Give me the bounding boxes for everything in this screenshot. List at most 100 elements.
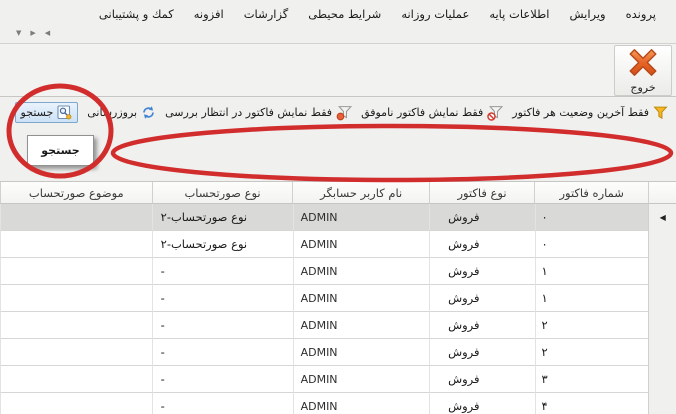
cell-accountant-user[interactable]: ADMIN (292, 393, 430, 414)
header-bill-subject[interactable]: موضوع صورتحساب (0, 182, 152, 204)
cell-bill-subject[interactable] (0, 366, 152, 393)
cell-bill-type[interactable]: - (151, 285, 293, 312)
menu-item[interactable]: عملیات روزانه (401, 7, 470, 21)
row-selector-cell (648, 312, 676, 339)
search-icon (57, 105, 72, 120)
cell-invoice-type[interactable]: فروش (429, 393, 535, 414)
cell-bill-subject[interactable] (0, 285, 152, 312)
filter-pending-only-label: فقط نمایش فاكتور در انتظار بررسی (165, 106, 333, 119)
cell-invoice-type[interactable]: فروش (429, 312, 535, 339)
filter-dot-icon (336, 105, 353, 120)
cell-bill-type[interactable]: - (151, 312, 293, 339)
cell-invoice-type[interactable]: فروش (429, 285, 535, 312)
menu-item[interactable]: شرایط محیطی (308, 7, 382, 21)
cell-bill-subject[interactable] (0, 312, 152, 339)
row-selector-cell (648, 366, 676, 393)
refresh-button[interactable]: بروزرسانی (87, 105, 156, 120)
exit-label: خروج (630, 81, 656, 94)
cell-bill-subject[interactable] (0, 258, 152, 285)
cell-invoice-number[interactable]: ۴ (534, 393, 649, 414)
menu-item[interactable]: اطلاعات پایه (489, 7, 550, 21)
filter-failed-only-button[interactable]: فقط نمایش فاكتور ناموفق (361, 105, 504, 121)
cell-accountant-user[interactable]: ADMIN (292, 339, 430, 366)
cell-invoice-number[interactable]: ۱ (534, 285, 649, 312)
main-toolbar: خروج (0, 44, 676, 97)
menu-item[interactable]: گزارشات (243, 7, 289, 21)
filter-ban-icon (487, 105, 504, 121)
cell-bill-subject[interactable] (0, 393, 152, 414)
row-selector-cell (648, 339, 676, 366)
cell-bill-type[interactable]: - (151, 366, 293, 393)
cell-bill-type[interactable]: - (151, 258, 293, 285)
menu-item[interactable]: افزونه (193, 7, 224, 21)
cell-accountant-user[interactable]: ADMIN (292, 366, 430, 393)
filter-pending-only-button[interactable]: فقط نمایش فاكتور در انتظار بررسی (165, 105, 353, 121)
filter-latest-status-label: فقط آخرین وضعیت هر فاكتور (512, 106, 649, 119)
row-selector-arrow: ◀ (659, 213, 666, 222)
menu-item[interactable]: ویرایش (569, 7, 606, 21)
cell-invoice-number[interactable]: ۲ (534, 339, 649, 366)
header-invoice-number[interactable]: شماره فاكتور (534, 182, 649, 204)
cell-accountant-user[interactable]: ADMIN (292, 285, 430, 312)
search-tooltip: جستجو (27, 135, 94, 166)
nav-dropdown-icon[interactable]: ▼ (16, 29, 22, 37)
menu-item[interactable]: پرونده (625, 7, 656, 21)
cell-invoice-number[interactable]: ۰ (534, 204, 649, 231)
search-strip: × ▼ جستجو (0, 127, 676, 294)
table-body: ◀ ۰ فروش ADMIN نوع صورتحساب-۲ ۰ فروش ADM… (0, 204, 676, 414)
cell-accountant-user[interactable]: ADMIN (292, 204, 430, 231)
row-selector-cell (648, 231, 676, 258)
refresh-icon (143, 106, 154, 119)
menu-bar: پرونده ویرایش اطلاعات پایه عملیات روزانه… (0, 0, 676, 28)
cell-accountant-user[interactable]: ADMIN (292, 312, 430, 339)
toolbar-search-button[interactable]: جستجو (14, 102, 79, 123)
table-row[interactable]: ۲ فروش ADMIN - (0, 339, 676, 366)
table-row[interactable]: ۴ فروش ADMIN - (0, 393, 676, 414)
cell-invoice-type[interactable]: فروش (429, 366, 535, 393)
cell-accountant-user[interactable]: ADMIN (292, 258, 430, 285)
cell-bill-type[interactable]: نوع صورتحساب-۲ (151, 231, 293, 258)
cell-invoice-type[interactable]: فروش (429, 339, 535, 366)
cell-bill-subject[interactable] (0, 339, 152, 366)
filter-failed-only-label: فقط نمایش فاكتور ناموفق (361, 106, 484, 119)
nav-back-icon[interactable]: ◀ (44, 29, 51, 37)
header-bill-type[interactable]: نوع صورتحساب (151, 182, 293, 204)
cell-invoice-type[interactable]: فروش (429, 258, 535, 285)
table-row[interactable]: ۰ فروش ADMIN نوع صورتحساب-۲ (0, 231, 676, 258)
filter-toolbar: فقط آخرین وضعیت هر فاكتور فقط نمایش فاكت… (0, 96, 676, 128)
toolbar-search-label: جستجو (20, 106, 54, 119)
row-selector-cell: ◀ (648, 204, 676, 231)
cell-invoice-number[interactable]: ۰ (534, 231, 649, 258)
row-selector-cell (648, 285, 676, 312)
cell-bill-subject[interactable] (0, 204, 152, 231)
cell-invoice-number[interactable]: ۳ (534, 366, 649, 393)
table-row[interactable]: ۲ فروش ADMIN - (0, 312, 676, 339)
cell-invoice-number[interactable]: ۱ (534, 258, 649, 285)
toolstrip-nav: ◀ ▶ ▼ (0, 28, 676, 44)
table-row[interactable]: ۳ فروش ADMIN - (0, 366, 676, 393)
exit-button[interactable]: خروج (614, 45, 672, 96)
menu-item[interactable]: كمك و پشتیبانی (98, 7, 174, 21)
filter-latest-status-button[interactable]: فقط آخرین وضعیت هر فاكتور (512, 105, 668, 120)
header-invoice-type[interactable]: نوع فاكتور (428, 182, 535, 204)
cell-bill-type[interactable]: - (151, 393, 293, 414)
filter-gold-icon (653, 106, 668, 120)
cell-invoice-number[interactable]: ۲ (534, 312, 649, 339)
nav-forward-icon[interactable]: ▶ (30, 29, 36, 37)
row-selector-cell (648, 258, 676, 285)
table-header-row: شماره فاكتور نوع فاكتور نام كاربر حسابگر… (0, 182, 676, 204)
cell-invoice-type[interactable]: فروش (429, 231, 535, 258)
refresh-label: بروزرسانی (87, 106, 138, 119)
table-row[interactable]: ۱ فروش ADMIN - (0, 258, 676, 285)
table-row[interactable]: ۱ فروش ADMIN - (0, 285, 676, 312)
cell-bill-type[interactable]: - (151, 339, 293, 366)
cell-bill-type[interactable]: نوع صورتحساب-۲ (151, 204, 293, 231)
table-row[interactable]: ◀ ۰ فروش ADMIN نوع صورتحساب-۲ (0, 204, 676, 231)
header-accountant-user[interactable]: نام كاربر حسابگر (292, 182, 429, 204)
cell-bill-subject[interactable] (0, 231, 152, 258)
row-selector-cell (648, 393, 676, 414)
cell-accountant-user[interactable]: ADMIN (292, 231, 430, 258)
cell-invoice-type[interactable]: فروش (429, 204, 535, 231)
header-selector (648, 182, 676, 204)
